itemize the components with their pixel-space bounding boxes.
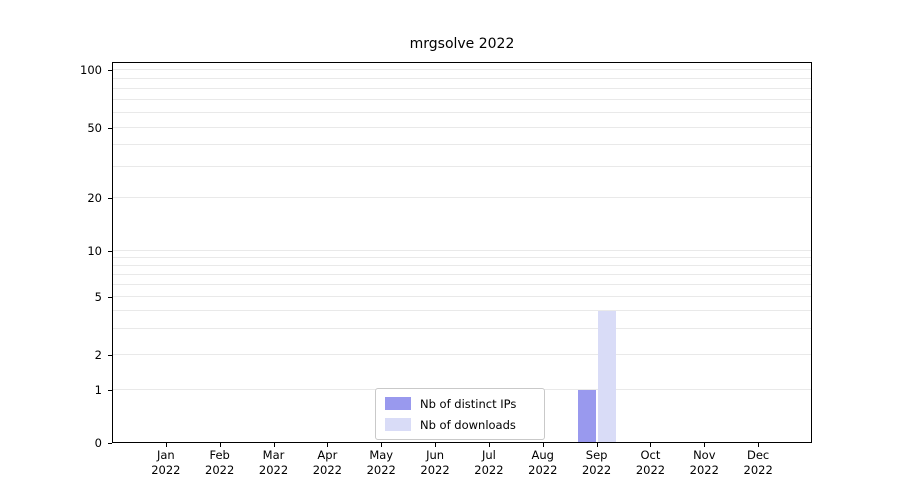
gridline <box>112 296 812 297</box>
x-tick-label: Nov 2022 <box>676 448 732 478</box>
x-tick-label: May 2022 <box>353 448 409 478</box>
x-tick-month: Feb <box>209 448 230 462</box>
legend: Nb of distinct IPs Nb of downloads <box>375 388 545 440</box>
x-tick-year: 2022 <box>689 463 719 477</box>
legend-item-distinct-ips: Nb of distinct IPs <box>385 395 535 412</box>
grid-layer <box>112 62 812 443</box>
gridline <box>112 310 812 312</box>
x-tick-month: Apr <box>317 448 338 462</box>
x-tick-mark <box>596 443 598 447</box>
x-tick-label: Mar 2022 <box>246 448 302 478</box>
y-tick-mark <box>108 443 112 444</box>
x-tick-year: 2022 <box>581 463 612 477</box>
x-tick-mark <box>273 443 275 447</box>
x-tick-mark <box>219 443 221 447</box>
legend-swatch-downloads <box>385 418 411 431</box>
x-tick-mark <box>542 443 544 447</box>
x-tick-mark <box>488 443 490 447</box>
y-tick-label: 10 <box>87 244 102 258</box>
x-tick-mark <box>327 443 329 447</box>
bar-distinct-ips <box>577 390 596 443</box>
legend-label-distinct-ips: Nb of distinct IPs <box>420 396 517 411</box>
gridline <box>112 144 812 146</box>
x-tick-month: Dec <box>747 448 770 462</box>
x-tick-month: Oct <box>640 448 661 462</box>
legend-label-downloads: Nb of downloads <box>420 417 516 432</box>
x-tick-mark <box>758 443 760 447</box>
gridline <box>112 166 812 168</box>
x-tick-month: Aug <box>531 448 554 462</box>
gridline <box>112 250 812 251</box>
x-tick-month: Sep <box>585 448 608 462</box>
x-tick-mark <box>435 443 437 447</box>
x-tick-label: Dec 2022 <box>730 448 786 478</box>
x-tick-year: 2022 <box>366 463 396 477</box>
x-tick-month: Mar <box>262 448 285 462</box>
y-tick-label: 0 <box>94 436 102 450</box>
y-tick-label: 5 <box>94 290 102 304</box>
x-tick-month: Jun <box>426 448 445 462</box>
gridline <box>112 111 812 113</box>
x-tick-mark <box>650 443 652 447</box>
x-tick-mark <box>165 443 167 447</box>
y-tick-label: 1 <box>94 383 102 397</box>
x-tick-label: Sep 2022 <box>569 448 625 478</box>
x-tick-label: Oct 2022 <box>622 448 678 478</box>
gridline <box>112 354 812 355</box>
x-tick-label: Jan 2022 <box>138 448 194 478</box>
x-tick-year: 2022 <box>474 463 504 477</box>
bar-layer <box>112 62 812 443</box>
gridline <box>112 264 812 266</box>
gridline <box>112 87 812 89</box>
x-tick-mark <box>704 443 706 447</box>
gridline <box>112 257 812 258</box>
x-tick-label: Apr 2022 <box>299 448 355 478</box>
x-tick-month: Nov <box>693 448 716 462</box>
x-tick-year: 2022 <box>743 463 773 477</box>
y-tick-label: 100 <box>80 63 102 77</box>
bar-downloads <box>597 311 616 443</box>
x-tick-year: 2022 <box>312 463 343 477</box>
x-tick-year: 2022 <box>258 463 289 477</box>
legend-item-downloads: Nb of downloads <box>385 416 535 433</box>
gridline <box>112 77 812 79</box>
gridline <box>112 127 812 128</box>
x-tick-year: 2022 <box>635 463 666 477</box>
x-tick-year: 2022 <box>420 463 450 477</box>
x-tick-year: 2022 <box>205 463 235 477</box>
x-tick-month: Jan <box>156 448 175 462</box>
gridline <box>112 328 812 330</box>
x-tick-month: May <box>369 448 394 462</box>
x-tick-label: Jul 2022 <box>461 448 517 478</box>
x-tick-label: Feb 2022 <box>192 448 248 478</box>
x-tick-label: Aug 2022 <box>515 448 571 478</box>
x-tick-year: 2022 <box>151 463 181 477</box>
chart-title: mrgsolve 2022 <box>409 36 515 52</box>
y-tick-label: 50 <box>87 121 102 135</box>
x-tick-year: 2022 <box>528 463 558 477</box>
gridline <box>112 197 812 198</box>
x-tick-mark <box>381 443 383 447</box>
gridline <box>112 273 812 275</box>
x-tick-label: Jun 2022 <box>407 448 463 478</box>
gridline <box>112 98 812 100</box>
gridline <box>112 283 812 285</box>
gridline <box>112 69 812 70</box>
legend-swatch-distinct-ips <box>385 397 411 410</box>
x-tick-month: Jul <box>481 448 496 462</box>
y-tick-label: 2 <box>94 348 102 362</box>
y-tick-label: 20 <box>87 191 102 205</box>
